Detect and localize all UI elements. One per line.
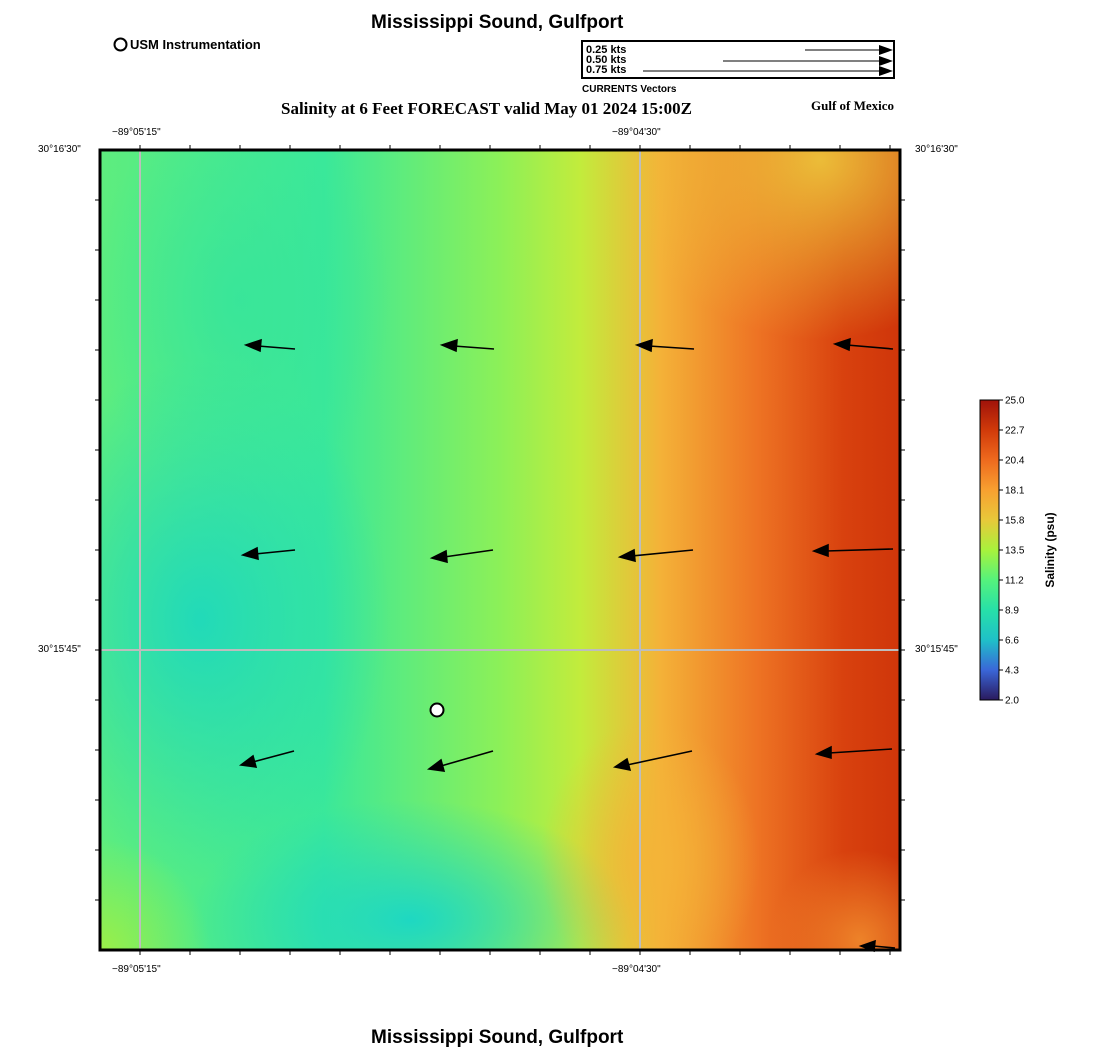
colorbar-tick-label: 8.9 <box>1005 606 1019 617</box>
station-legend-label: USM Instrumentation <box>130 37 261 52</box>
colorbar-tick-label: 20.4 <box>1005 456 1025 467</box>
footer-title: Mississippi Sound, Gulfport <box>371 1027 624 1048</box>
usm-station-marker[interactable] <box>429 702 445 718</box>
colorbar-tick-label: 4.3 <box>1005 666 1019 677</box>
current-vector <box>429 549 494 564</box>
y-tick-right-2: 30°15'45" <box>915 644 958 655</box>
current-vector <box>811 543 894 558</box>
salinity-colorbar: 25.0 22.7 20.4 18.1 15.8 13.5 11.2 8.9 6.6 4.3 2.0… <box>979 396 1057 707</box>
vector-legend-label-1: 0.25 kts <box>586 44 627 56</box>
y-tick-left-1: 30°16'30" <box>38 144 81 155</box>
colorbar-tick-label: 18.1 <box>1005 486 1025 497</box>
current-vector <box>426 750 494 772</box>
current-vector <box>439 338 495 353</box>
colorbar-tick-label: 11.2 <box>1005 576 1024 587</box>
colorbar-ramp <box>979 399 1000 701</box>
colorbar-tick-label: 13.5 <box>1005 546 1025 557</box>
vector-legend-arrow-3 <box>643 66 893 76</box>
frame-ticks <box>95 145 905 955</box>
colorbar-tick-label: 6.6 <box>1005 636 1019 647</box>
colorbar-tick-label: 15.8 <box>1005 516 1025 527</box>
region-label: Gulf of Mexico <box>811 98 895 113</box>
y-tick-right-1: 30°16'30" <box>915 144 958 155</box>
vector-legend-box: 0.25 kts 0.50 kts 0.75 kts <box>581 40 895 79</box>
station-circle-icon <box>113 37 128 52</box>
y-tick-left-2: 30°15'45" <box>38 644 81 655</box>
current-vector <box>612 750 693 772</box>
vector-legend-arrow-2 <box>723 56 893 66</box>
x-tick-bottom-1: −89°05'15" <box>112 964 161 975</box>
current-vectors <box>238 337 896 953</box>
x-tick-bottom-2: −89°04'30" <box>612 964 661 975</box>
current-vector <box>634 338 695 353</box>
vector-legend-arrows <box>643 45 893 76</box>
current-vector <box>832 337 894 352</box>
colorbar-tick-label: 25.0 <box>1005 396 1025 407</box>
vector-legend-label-3: 0.75 kts <box>586 64 627 76</box>
x-tick-top-1: −89°05'15" <box>112 127 161 138</box>
map-title: Mississippi Sound, Gulfport <box>371 12 624 33</box>
current-vector <box>243 338 296 353</box>
vector-legend-label-2: 0.50 kts <box>586 54 627 66</box>
graticule <box>100 150 900 950</box>
salinity-field <box>100 150 900 950</box>
colorbar-tick-label: 22.7 <box>1005 426 1025 437</box>
map-subtitle: Salinity at 6 Feet FORECAST valid May 01… <box>281 99 692 118</box>
current-vector <box>240 546 296 561</box>
current-vector <box>858 939 896 953</box>
vector-legend-arrow-1 <box>805 45 893 55</box>
current-vector <box>814 745 893 760</box>
salinity-map[interactable] <box>95 145 907 957</box>
current-vector <box>617 548 694 563</box>
colorbar-label: Salinity (psu) <box>1043 512 1057 587</box>
colorbar-tick-label: 2.0 <box>1005 696 1019 707</box>
station-legend: USM Instrumentation <box>113 37 261 52</box>
vector-legend-caption: CURRENTS Vectors <box>582 84 677 95</box>
current-vector <box>238 750 295 768</box>
x-tick-top-2: −89°04'30" <box>612 127 661 138</box>
